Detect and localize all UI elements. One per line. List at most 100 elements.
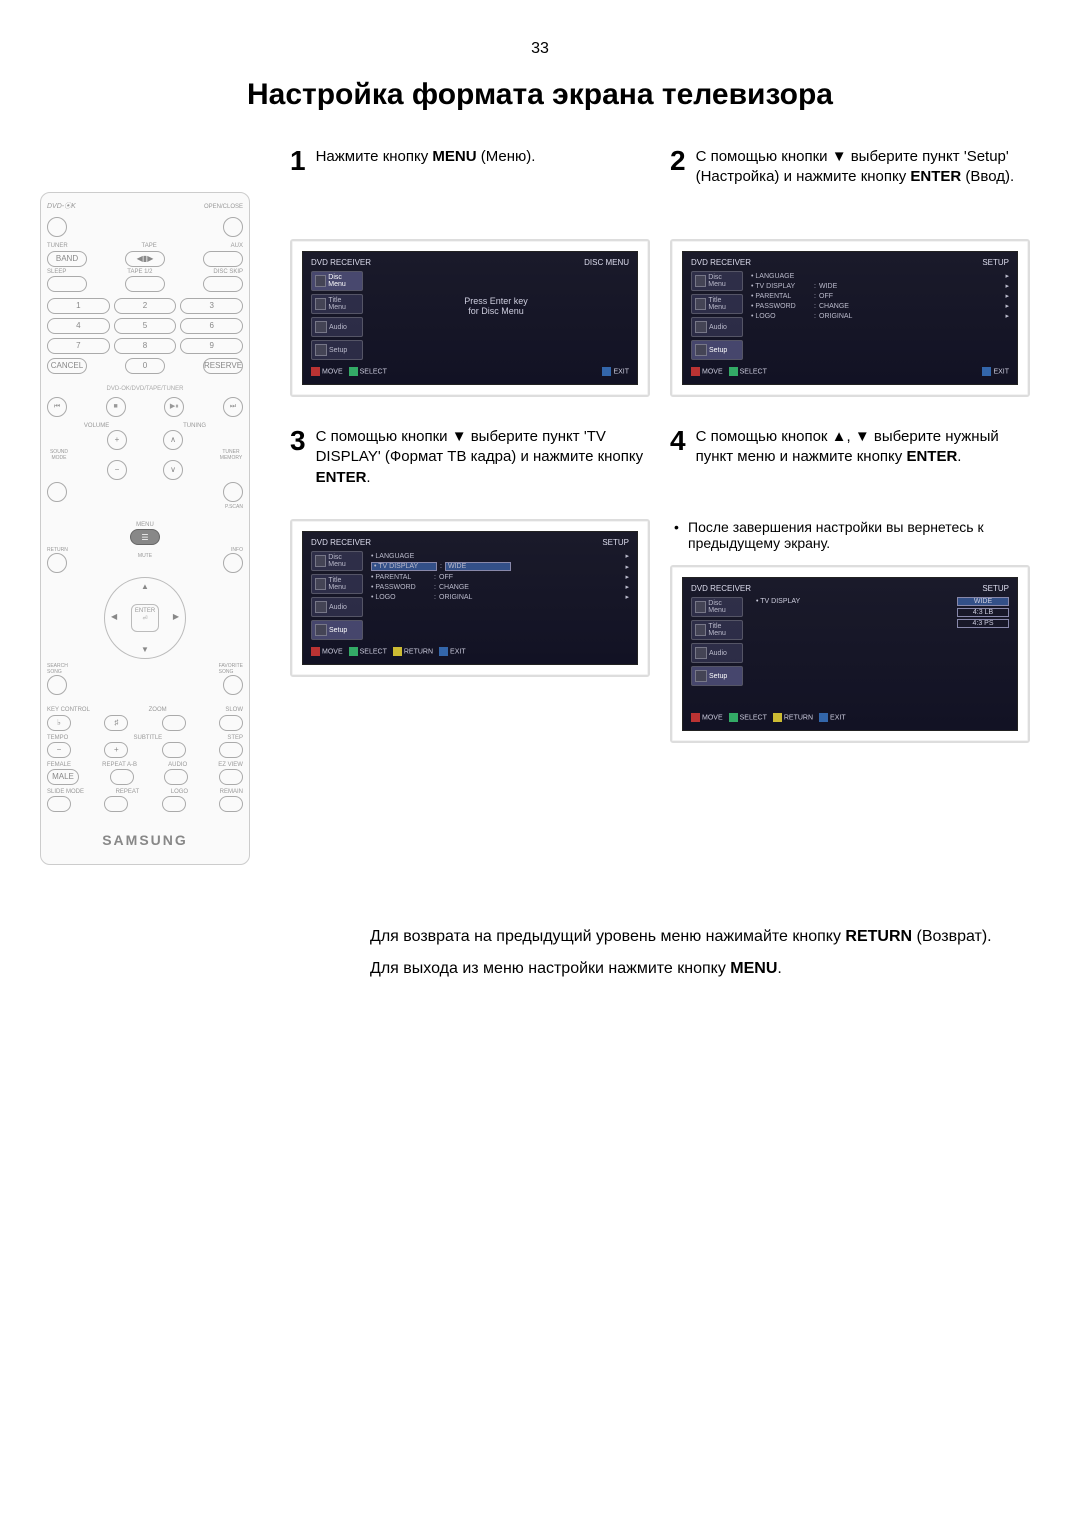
slide-mode-button[interactable]: [47, 796, 71, 812]
label-discskip: DISC SKIP: [213, 269, 243, 276]
volume-up[interactable]: +: [107, 430, 127, 450]
aux-button[interactable]: [203, 251, 243, 267]
subtitle-button[interactable]: [162, 742, 186, 758]
tempo-up-button[interactable]: +: [104, 742, 128, 758]
ezview-label: EZ VIEW: [218, 762, 243, 769]
side-icon: [695, 647, 707, 659]
next-button[interactable]: ⏭: [223, 397, 243, 417]
female-label: FEMALE: [47, 762, 71, 769]
screen-3-receiver-label: DVD RECEIVER: [311, 538, 371, 547]
step-label: STEP: [227, 735, 243, 742]
repeat-ab-button[interactable]: [110, 769, 134, 785]
menu-button[interactable]: ☰: [130, 529, 160, 545]
side-item: Disc Menu: [311, 271, 363, 291]
footer-move: MOVE: [691, 713, 723, 722]
key-sharp-button[interactable]: ♯: [104, 715, 128, 731]
brand-logo: SAMSUNG: [47, 832, 243, 849]
num-4-button[interactable]: 4: [47, 318, 110, 334]
remain-label: REMAIN: [220, 789, 243, 796]
stop-button[interactable]: ■: [106, 397, 126, 417]
screen-2-receiver-label: DVD RECEIVER: [691, 258, 751, 267]
footer-select: SELECT: [729, 367, 767, 376]
num-7-button[interactable]: 7: [47, 338, 110, 354]
zoom-button[interactable]: [162, 715, 186, 731]
side-item: Title Menu: [691, 294, 743, 314]
screen-1-side-menu: Disc MenuTitle MenuAudioSetup: [311, 271, 363, 363]
side-item: Audio: [311, 597, 363, 617]
play-pause-button[interactable]: ▶⏸: [164, 397, 184, 417]
subtitle-label: SUBTITLE: [133, 735, 162, 742]
male-button[interactable]: MALE: [47, 769, 79, 785]
enter-button[interactable]: ENTER ⏎: [131, 604, 159, 632]
band-button[interactable]: BAND: [47, 251, 87, 267]
tune-down[interactable]: ∨: [163, 460, 183, 480]
favorite-song-button[interactable]: [223, 675, 243, 695]
slow-button[interactable]: [219, 715, 243, 731]
side-label: Audio: [709, 324, 727, 331]
side-label: Title Menu: [708, 297, 739, 311]
return-button[interactable]: [47, 553, 67, 573]
step-3: 3 С помощью кнопки ▼ выберите пункт 'TV …: [280, 422, 660, 768]
screen-4-main-label: TV DISPLAY: [760, 598, 800, 605]
label-aux: AUX: [231, 243, 243, 250]
step-1: 1 Нажмите кнопку MENU (Меню). DVD RECEIV…: [280, 142, 660, 422]
tune-up[interactable]: ∧: [163, 430, 183, 450]
num-2-button[interactable]: 2: [114, 298, 177, 314]
ezview-button[interactable]: [219, 769, 243, 785]
sleep-button[interactable]: [47, 276, 87, 292]
side-icon: [315, 321, 327, 333]
remain-button[interactable]: [219, 796, 243, 812]
step-2-number: 2: [670, 147, 686, 175]
volume-down[interactable]: −: [107, 460, 127, 480]
side-item: Title Menu: [691, 620, 743, 640]
cancel-button[interactable]: CANCEL: [47, 358, 87, 374]
num-9-button[interactable]: 9: [180, 338, 243, 354]
step-3-text: С помощью кнопки ▼ выберите пункт 'TV DI…: [316, 427, 650, 488]
label-sleep: SLEEP: [47, 269, 66, 276]
tape-direction-button[interactable]: ◀▮▶: [125, 251, 165, 267]
prev-button[interactable]: ⏮: [47, 397, 67, 417]
step-4-number: 4: [670, 427, 686, 455]
remote-brand-line: DVD-⦿K: [47, 203, 76, 211]
side-item: Audio: [311, 317, 363, 337]
repeat-button[interactable]: [104, 796, 128, 812]
num-6-button[interactable]: 6: [180, 318, 243, 334]
nav-pad[interactable]: ▲ ▼ ◀ ▶ ENTER ⏎: [104, 577, 186, 659]
key-flat-button[interactable]: ♭: [47, 715, 71, 731]
screen-4-side-menu: Disc MenuTitle MenuAudioSetup: [691, 597, 743, 689]
sound-mode-button[interactable]: [47, 482, 67, 502]
screen-3-right-title: SETUP: [602, 538, 629, 547]
section-divider: DVD-OK/DVD/TAPE/TUNER: [47, 386, 243, 393]
eject-button[interactable]: [223, 217, 243, 237]
side-icon: [315, 298, 326, 310]
step-button[interactable]: [219, 742, 243, 758]
footer-move: MOVE: [311, 367, 343, 376]
logo-button[interactable]: [162, 796, 186, 812]
tape12-button[interactable]: [125, 276, 165, 292]
num-8-button[interactable]: 8: [114, 338, 177, 354]
num-1-button[interactable]: 1: [47, 298, 110, 314]
screen-4-receiver-label: DVD RECEIVER: [691, 584, 751, 593]
side-label: Disc Menu: [708, 274, 739, 288]
screen-3-side-menu: Disc MenuTitle MenuAudioSetup: [311, 551, 363, 643]
footer-exit: EXIT: [982, 367, 1009, 376]
side-label: Disc Menu: [328, 554, 359, 568]
pscan-label: P.SCAN: [47, 504, 243, 510]
num-3-button[interactable]: 3: [180, 298, 243, 314]
page-title: Настройка формата экрана телевизора: [40, 78, 1040, 112]
audio-button[interactable]: [164, 769, 188, 785]
mute-label: MUTE: [138, 553, 152, 573]
num-0-button[interactable]: 0: [125, 358, 165, 374]
side-item: Setup: [311, 340, 363, 360]
screen-4-opt-43lb: 4:3 LB: [957, 608, 1009, 617]
tuner-memory-button[interactable]: [223, 482, 243, 502]
footer-return: RETURN: [773, 713, 813, 722]
tempo-down-button[interactable]: −: [47, 742, 71, 758]
search-song-button[interactable]: [47, 675, 67, 695]
reserve-button[interactable]: RESERVE: [203, 358, 243, 374]
info-button[interactable]: [223, 553, 243, 573]
num-5-button[interactable]: 5: [114, 318, 177, 334]
screen-2-rows: • LANGUAGE▸• TV DISPLAY:WIDE▸• PARENTAL:…: [751, 271, 1009, 321]
power-button[interactable]: [47, 217, 67, 237]
discskip-button[interactable]: [203, 276, 243, 292]
